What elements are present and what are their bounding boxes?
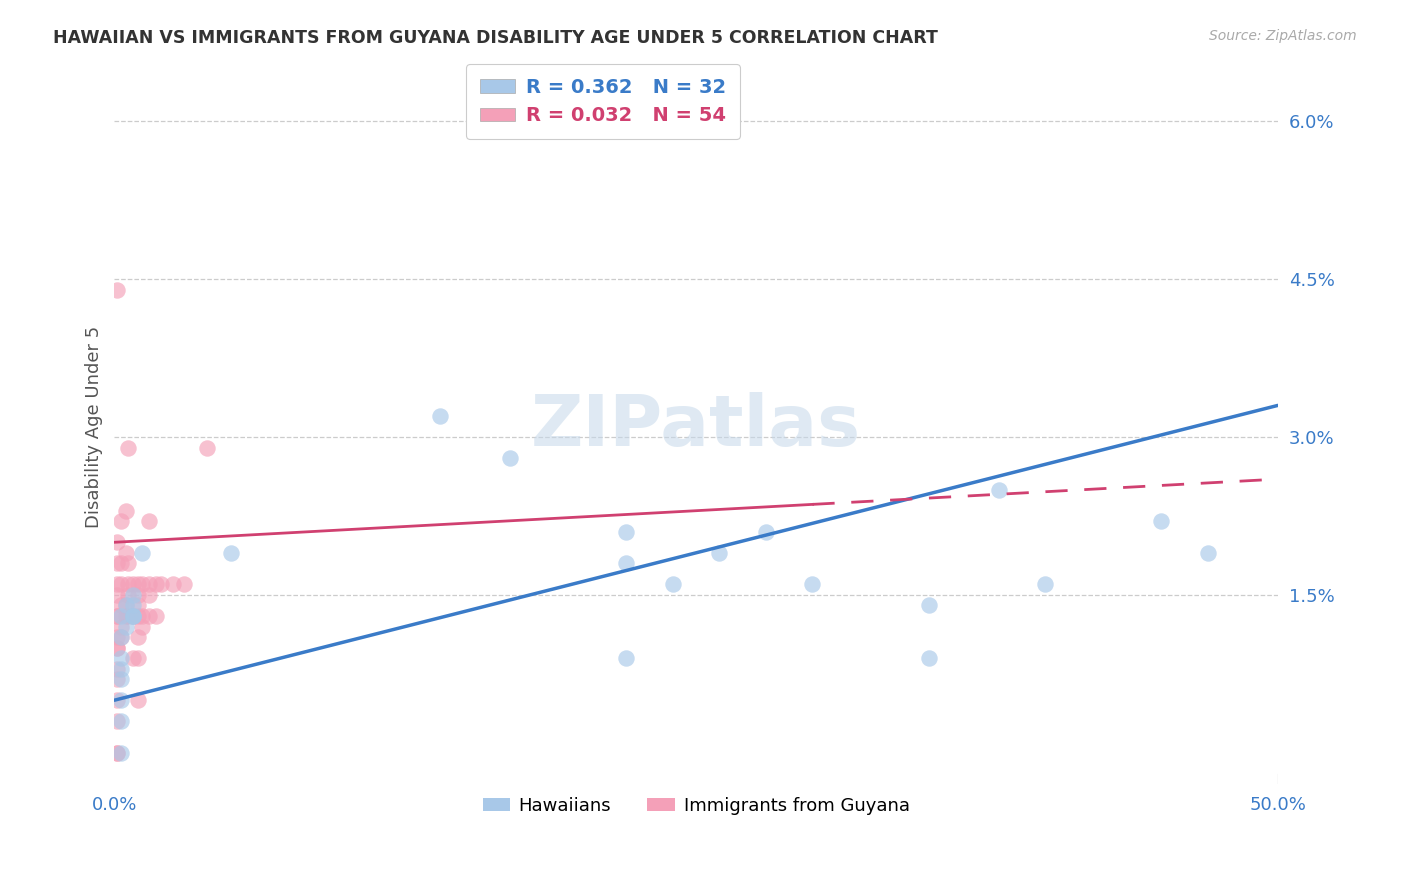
- Point: [127, 599, 149, 613]
- Point: [173, 577, 195, 591]
- Point: [105, 640, 128, 655]
- Point: [122, 588, 145, 602]
- Point: [918, 651, 941, 665]
- Point: [138, 588, 160, 602]
- Point: [105, 714, 128, 729]
- Point: [110, 746, 132, 760]
- Point: [110, 630, 132, 644]
- Point: [105, 535, 128, 549]
- Point: [162, 577, 184, 591]
- Point: [197, 441, 219, 455]
- Point: [105, 746, 128, 760]
- Point: [105, 640, 128, 655]
- Point: [110, 630, 132, 644]
- Point: [117, 588, 139, 602]
- Point: [110, 514, 132, 528]
- Point: [499, 451, 522, 466]
- Point: [115, 619, 138, 633]
- Point: [105, 557, 128, 571]
- Point: [219, 546, 242, 560]
- Point: [122, 651, 145, 665]
- Point: [138, 514, 160, 528]
- Text: ZIPatlas: ZIPatlas: [531, 392, 860, 461]
- Point: [117, 609, 139, 624]
- Point: [117, 557, 139, 571]
- Point: [105, 609, 128, 624]
- Point: [105, 283, 128, 297]
- Point: [115, 546, 138, 560]
- Point: [110, 693, 132, 707]
- Point: [115, 599, 138, 613]
- Point: [709, 546, 731, 560]
- Point: [131, 619, 153, 633]
- Point: [115, 599, 138, 613]
- Point: [117, 577, 139, 591]
- Point: [115, 504, 138, 518]
- Point: [117, 441, 139, 455]
- Point: [110, 662, 132, 676]
- Point: [105, 577, 128, 591]
- Point: [122, 609, 145, 624]
- Point: [987, 483, 1010, 497]
- Point: [122, 609, 145, 624]
- Point: [122, 577, 145, 591]
- Point: [755, 524, 778, 539]
- Point: [110, 619, 132, 633]
- Legend: Hawaiians, Immigrants from Guyana: Hawaiians, Immigrants from Guyana: [472, 786, 921, 825]
- Point: [110, 609, 132, 624]
- Point: [801, 577, 824, 591]
- Point: [105, 609, 128, 624]
- Point: [110, 651, 132, 665]
- Point: [145, 577, 167, 591]
- Point: [122, 609, 145, 624]
- Point: [127, 609, 149, 624]
- Point: [131, 577, 153, 591]
- Point: [127, 588, 149, 602]
- Y-axis label: Disability Age Under 5: Disability Age Under 5: [86, 326, 103, 527]
- Point: [131, 609, 153, 624]
- Point: [614, 524, 637, 539]
- Point: [614, 557, 637, 571]
- Point: [138, 577, 160, 591]
- Point: [127, 577, 149, 591]
- Point: [127, 630, 149, 644]
- Point: [105, 588, 128, 602]
- Point: [110, 672, 132, 686]
- Point: [127, 693, 149, 707]
- Point: [105, 662, 128, 676]
- Point: [105, 746, 128, 760]
- Point: [918, 599, 941, 613]
- Point: [110, 714, 132, 729]
- Point: [662, 577, 685, 591]
- Point: [1033, 577, 1056, 591]
- Point: [110, 577, 132, 591]
- Point: [105, 672, 128, 686]
- Point: [614, 651, 637, 665]
- Text: HAWAIIAN VS IMMIGRANTS FROM GUYANA DISABILITY AGE UNDER 5 CORRELATION CHART: HAWAIIAN VS IMMIGRANTS FROM GUYANA DISAB…: [53, 29, 938, 46]
- Point: [105, 630, 128, 644]
- Point: [110, 557, 132, 571]
- Point: [1197, 546, 1219, 560]
- Point: [149, 577, 172, 591]
- Point: [127, 651, 149, 665]
- Point: [115, 609, 138, 624]
- Point: [1150, 514, 1173, 528]
- Point: [138, 609, 160, 624]
- Point: [122, 599, 145, 613]
- Text: Source: ZipAtlas.com: Source: ZipAtlas.com: [1209, 29, 1357, 43]
- Point: [429, 409, 451, 423]
- Point: [110, 599, 132, 613]
- Point: [131, 546, 153, 560]
- Point: [145, 609, 167, 624]
- Point: [105, 693, 128, 707]
- Point: [122, 609, 145, 624]
